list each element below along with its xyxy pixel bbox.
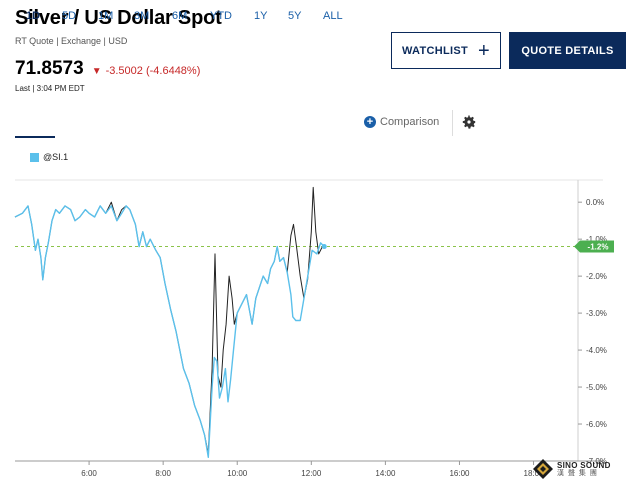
y-tick-label: -4.0% bbox=[586, 346, 607, 355]
diamond-logo-icon bbox=[533, 459, 553, 479]
legend-symbol: @SI.1 bbox=[43, 152, 69, 162]
x-axis: 6:00 8:00 10:00 12:00 14:00 16:00 18:00 bbox=[81, 461, 544, 478]
x-tick-label: 8:00 bbox=[155, 469, 171, 478]
x-tick-label: 6:00 bbox=[81, 469, 97, 478]
current-value-marker: -1.2% bbox=[321, 240, 614, 253]
chart-gridlines bbox=[15, 179, 603, 462]
x-tick-label: 18:00 bbox=[524, 469, 545, 478]
y-tick-label: -3.0% bbox=[586, 309, 607, 318]
y-tick-label: -2.0% bbox=[586, 272, 607, 281]
x-tick-label: 10:00 bbox=[227, 469, 248, 478]
price-row: 71.8573 ▼ -3.5002 (-4.6448%) bbox=[15, 58, 200, 80]
y-tick-label: 0.0% bbox=[586, 198, 604, 207]
y-tick-label: -5.0% bbox=[586, 383, 607, 392]
watermark-line1: SINO SOUND bbox=[557, 460, 611, 470]
tab-1d[interactable]: 1D bbox=[26, 10, 41, 22]
last-update-time: Last | 3:04 PM EDT bbox=[15, 84, 85, 93]
series-line-compare bbox=[14, 186, 325, 455]
comparison-label: Comparison bbox=[380, 116, 440, 128]
y-tick-label: -7.0% bbox=[586, 457, 607, 466]
tab-1m[interactable]: 1M bbox=[98, 10, 114, 22]
tab-3m[interactable]: 3M bbox=[134, 10, 150, 22]
quote-subtitle: RT Quote | Exchange | USD bbox=[15, 36, 128, 46]
tab-5d[interactable]: 5D bbox=[62, 10, 77, 22]
chart-legend: @SI.1 bbox=[30, 152, 68, 162]
x-tick-label: 14:00 bbox=[375, 469, 396, 478]
down-arrow-icon: ▼ bbox=[91, 66, 102, 77]
x-tick-label: 12:00 bbox=[301, 469, 322, 478]
gear-icon[interactable] bbox=[461, 114, 477, 130]
y-tick-label: -6.0% bbox=[586, 420, 607, 429]
plus-icon: + bbox=[478, 39, 491, 62]
y-tick-label: -1.0% bbox=[586, 235, 607, 244]
quote-details-button[interactable]: QUOTE DETAILS bbox=[509, 32, 626, 69]
chart-series bbox=[14, 186, 325, 458]
active-tab-indicator bbox=[15, 136, 55, 138]
watermark-line2: 漢 聲 集 團 bbox=[557, 469, 598, 477]
tab-1y[interactable]: 1Y bbox=[254, 10, 268, 22]
watchlist-label: WATCHLIST bbox=[401, 44, 469, 57]
series-end-point bbox=[321, 244, 327, 250]
comparison-button[interactable]: + Comparison bbox=[364, 116, 439, 128]
watchlist-button[interactable]: WATCHLIST + bbox=[391, 32, 501, 69]
add-circle-icon: + bbox=[364, 116, 376, 128]
tab-ytd[interactable]: YTD bbox=[210, 10, 232, 22]
tab-6m[interactable]: 6M bbox=[172, 10, 188, 22]
current-value-label: -1.2% bbox=[588, 243, 609, 252]
tab-5y[interactable]: 5Y bbox=[288, 10, 302, 22]
price-chart[interactable]: 0.0%-1.0%-2.0%-3.0%-4.0%-5.0%-6.0%-7.0% … bbox=[0, 170, 631, 492]
y-axis: 0.0% -1.0% -2.0% -3.0% -4.0% -5.0% -6.0% -7.0% bbox=[578, 198, 607, 466]
tab-all[interactable]: ALL bbox=[323, 10, 343, 22]
page-title: Silver / US Dollar Spot bbox=[15, 7, 222, 29]
price-change: -3.5002 (-4.6448%) bbox=[105, 65, 201, 77]
series-line-main bbox=[14, 205, 325, 458]
legend-swatch bbox=[30, 152, 39, 162]
x-tick-label: 16:00 bbox=[449, 469, 470, 478]
toolbar-divider bbox=[452, 110, 453, 136]
last-price: 71.8573 bbox=[15, 58, 84, 79]
current-value-pill bbox=[574, 240, 614, 253]
watermark: SINO SOUND 漢 聲 集 團 bbox=[532, 458, 611, 480]
